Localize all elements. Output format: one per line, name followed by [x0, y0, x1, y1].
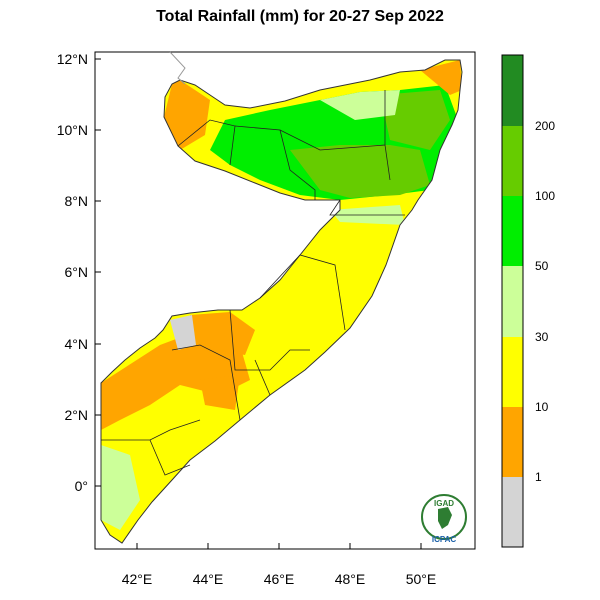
- lon-axis: 42°E 44°E 46°E 48°E 50°E: [122, 543, 437, 587]
- country-outline: [100, 59, 463, 544]
- rain-bin-30-50-coast: [101, 445, 140, 530]
- lat-tick-2N: 2°N: [65, 407, 89, 423]
- rain-bin-1-10-bay: [200, 375, 240, 410]
- lon-tick-42E: 42°E: [122, 571, 153, 587]
- icpac-logo: IGAD ICPAC: [418, 487, 470, 547]
- lat-tick-8N: 8°N: [65, 193, 89, 209]
- neighbor-border: [169, 51, 186, 85]
- rain-bin-100-200-northeast: [380, 90, 450, 150]
- rain-bin-1-10-south: [101, 330, 250, 430]
- logo-bottom-text: ICPAC: [431, 535, 457, 544]
- lon-tick-50E: 50°E: [406, 571, 437, 587]
- colorbar-bin-30-50: [502, 266, 523, 337]
- colorbar-bin-100-200: [502, 126, 523, 196]
- colorbar-bin-1-10: [502, 407, 523, 477]
- logo-top-text: IGAD: [434, 499, 454, 508]
- colorbar-outline: [501, 54, 524, 548]
- map-title: Total Rainfall (mm) for 20-27 Sep 2022: [156, 8, 444, 25]
- lat-tick-12N: 12°N: [57, 51, 88, 67]
- lat-tick-6N: 6°N: [65, 264, 89, 280]
- rain-bin-1-10-northwest: [164, 80, 210, 150]
- colorbar-bin-10-30: [502, 337, 523, 407]
- colorbar-bin-above-200: [502, 55, 523, 126]
- colorbar-bin-below-1: [502, 477, 523, 547]
- lat-tick-10N: 10°N: [57, 122, 88, 138]
- colorbar-label-1: 1: [535, 470, 542, 484]
- colorbar-label-30: 30: [535, 330, 549, 344]
- lat-axis: 12°N 10°N 8°N 6°N 4°N 2°N 0°: [57, 51, 101, 494]
- logo-emblem: [421, 494, 467, 540]
- lat-tick-0: 0°: [75, 478, 88, 494]
- colorbar-bin-50-100: [502, 196, 523, 266]
- rain-bin-below-1: [170, 315, 196, 350]
- colorbar: 1 10 30 50 100 200: [501, 54, 555, 548]
- colorbar-label-50: 50: [535, 259, 549, 273]
- rain-bin-1-10-gedo: [190, 312, 255, 355]
- lon-tick-48E: 48°E: [335, 571, 366, 587]
- rain-bin-1-10-northeast: [420, 60, 462, 95]
- lon-tick-44E: 44°E: [193, 571, 224, 587]
- lat-tick-4N: 4°N: [65, 336, 89, 352]
- lon-tick-46E: 46°E: [264, 571, 295, 587]
- colorbar-label-200: 200: [535, 119, 555, 133]
- rain-bin-30-50-north: [320, 90, 400, 120]
- region-borders: [101, 90, 405, 476]
- rain-bin-100-200-north: [290, 145, 430, 198]
- colorbar-label-10: 10: [535, 400, 549, 414]
- colorbar-label-100: 100: [535, 189, 555, 203]
